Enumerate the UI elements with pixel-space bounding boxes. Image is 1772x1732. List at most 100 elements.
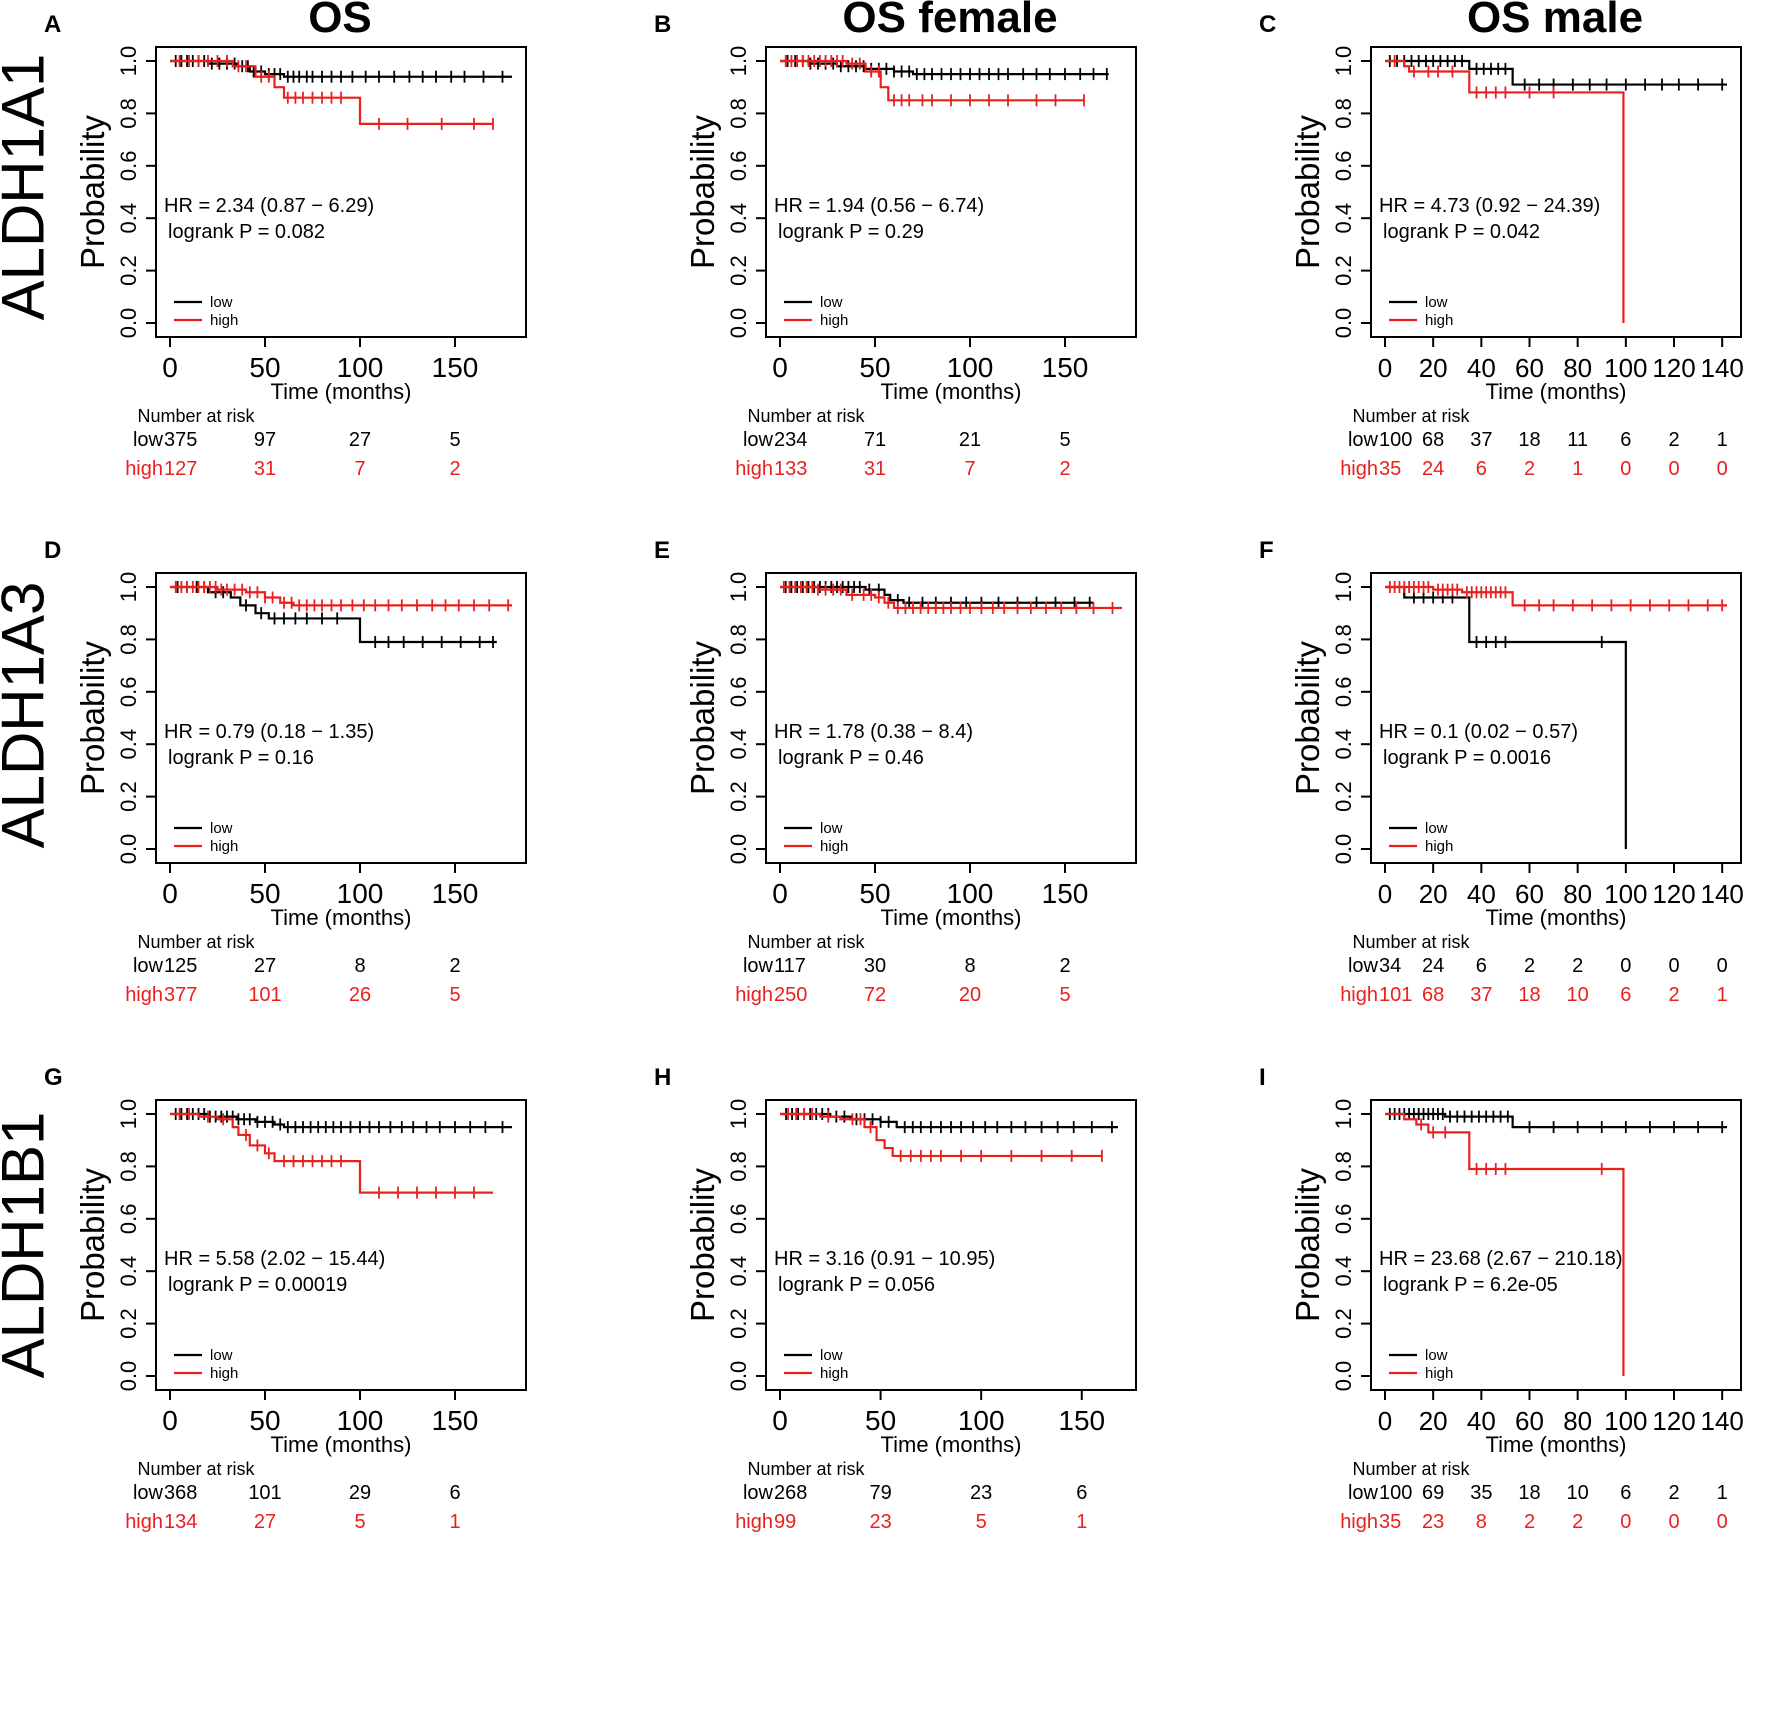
y-tick-label: 0.4 (116, 203, 141, 234)
panel-letter: H (654, 1064, 671, 1091)
y-axis-label: Probability (74, 640, 111, 795)
risk-value: 27 (349, 429, 371, 451)
y-axis-label: Probability (1289, 114, 1326, 269)
risk-value: 2 (1668, 984, 1679, 1006)
survival-curve-low (1385, 59, 1727, 86)
risk-value: 1 (1717, 984, 1728, 1006)
x-tick-label: 0 (772, 1405, 788, 1436)
risk-value: 35 (1470, 1482, 1492, 1504)
y-tick-label: 0.0 (116, 308, 141, 339)
plot-frame (765, 46, 1137, 338)
y-tick-label: 0.4 (726, 1256, 751, 1287)
risk-value: 23 (1422, 1511, 1444, 1533)
x-tick-label: 120 (1652, 1406, 1695, 1436)
risk-value: 134 (164, 1511, 197, 1533)
survival-curve-low (1385, 1112, 1727, 1129)
risk-value: 0 (1717, 955, 1728, 977)
km-panel-f: F 0.0 0.2 0.4 0.6 0.8 1.0 Probability 0 20 40 60 80 1… (1255, 528, 1772, 1088)
risk-value: 377 (164, 984, 197, 1006)
y-axis-label: Probability (684, 640, 721, 795)
risk-table-header: Number at risk (747, 932, 865, 952)
risk-table-header: Number at risk (747, 406, 865, 426)
y-tick-label: 1.0 (1331, 1099, 1356, 1130)
y-tick-label: 0.4 (116, 729, 141, 760)
km-panel-i: I 0.0 0.2 0.4 0.6 0.8 1.0 Probability 0 20 40 60 80 1… (1255, 1055, 1772, 1615)
risk-value: 18 (1518, 429, 1540, 451)
x-tick-label: 20 (1419, 1406, 1448, 1436)
risk-value: 7 (964, 458, 975, 480)
y-tick-label: 0.4 (1331, 203, 1356, 234)
x-tick-label: 0 (1378, 1406, 1392, 1436)
panel-letter: B (654, 11, 671, 38)
x-tick-label: 20 (1419, 353, 1448, 383)
risk-value: 97 (254, 429, 276, 451)
hazard-ratio-text: HR = 0.79 (0.18 − 1.35) (164, 721, 374, 743)
x-tick-label: 60 (1515, 1406, 1544, 1436)
x-axis-label: Time (months) (1486, 1432, 1627, 1457)
risk-row-label-low: low (133, 429, 164, 451)
risk-row-label-high: high (125, 1511, 163, 1533)
y-tick-label: 0.2 (726, 1308, 751, 1339)
y-tick-label: 0.6 (1331, 151, 1356, 182)
legend-label-high: high (210, 312, 238, 329)
risk-row-label-low: low (1348, 955, 1379, 977)
x-tick-label: 100 (337, 352, 384, 383)
risk-row-label-high: high (1340, 458, 1378, 480)
y-axis-label: Probability (684, 114, 721, 269)
y-tick-label: 0.4 (726, 729, 751, 760)
risk-value: 5 (976, 1511, 987, 1533)
legend-label-low: low (820, 1347, 843, 1364)
survival-curve-high (1385, 585, 1727, 607)
y-tick-label: 0.6 (116, 677, 141, 708)
x-tick-label: 120 (1652, 353, 1695, 383)
x-tick-label: 100 (1604, 353, 1647, 383)
risk-value: 2 (1059, 458, 1070, 480)
risk-value: 6 (1076, 1482, 1087, 1504)
y-tick-label: 0.0 (116, 1361, 141, 1392)
risk-value: 35 (1379, 458, 1401, 480)
km-chart-e: E 0.0 0.2 0.4 0.6 0.8 1.0 Probability 0 50 100 150 T… (654, 537, 1137, 1006)
risk-row-label-high: high (735, 458, 773, 480)
x-axis-label: Time (months) (271, 1432, 412, 1457)
risk-value: 0 (1668, 1511, 1679, 1533)
x-axis-label: Time (months) (881, 379, 1022, 404)
logrank-p-text: logrank P = 0.042 (1383, 221, 1540, 243)
y-tick-label: 0.2 (116, 781, 141, 812)
risk-row-label-low: low (133, 955, 164, 977)
risk-value: 31 (864, 458, 886, 480)
column-title-os-male: OS male (1466, 0, 1644, 42)
y-tick-label: 0.8 (726, 624, 751, 655)
y-tick-label: 0.0 (1331, 308, 1356, 339)
risk-value: 72 (864, 984, 886, 1006)
x-axis-label: Time (months) (1486, 379, 1627, 404)
y-tick-label: 0.4 (116, 1256, 141, 1287)
risk-value: 8 (964, 955, 975, 977)
y-tick-label: 0.2 (726, 255, 751, 286)
risk-value: 5 (1059, 429, 1070, 451)
km-panel-a: A 0.0 0.2 0.4 0.6 0.8 1.0 Probability 0 50 100 150 T… (40, 2, 630, 562)
risk-value: 100 (1379, 1482, 1412, 1504)
x-tick-label: 140 (1700, 1406, 1743, 1436)
risk-value: 35 (1379, 1511, 1401, 1533)
risk-value: 6 (449, 1482, 460, 1504)
x-tick-label: 0 (162, 878, 178, 909)
logrank-p-text: logrank P = 0.29 (778, 221, 924, 243)
panel-letter: A (44, 11, 61, 38)
y-tick-label: 1.0 (116, 1099, 141, 1130)
risk-value: 101 (1379, 984, 1412, 1006)
x-tick-label: 150 (1042, 352, 1089, 383)
risk-table-header: Number at risk (137, 1459, 255, 1479)
risk-value: 0 (1620, 458, 1631, 480)
risk-value: 79 (869, 1482, 891, 1504)
risk-value: 11 (1567, 429, 1588, 451)
x-tick-label: 20 (1419, 879, 1448, 909)
risk-value: 26 (349, 984, 371, 1006)
hazard-ratio-text: HR = 0.1 (0.02 − 0.57) (1379, 721, 1578, 743)
hazard-ratio-text: HR = 2.34 (0.87 − 6.29) (164, 195, 374, 217)
risk-value: 101 (248, 984, 281, 1006)
legend-label-low: low (1425, 1347, 1448, 1364)
km-chart-g: G 0.0 0.2 0.4 0.6 0.8 1.0 Probability 0 50 100 150 T… (44, 1064, 527, 1533)
risk-value: 23 (970, 1482, 992, 1504)
risk-value: 18 (1518, 984, 1540, 1006)
